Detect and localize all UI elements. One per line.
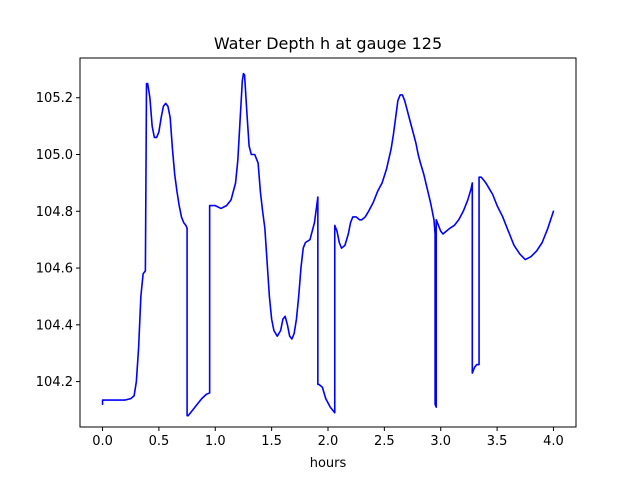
y-axis: 104.2 104.4 104.6 104.8 105.0 105.2 <box>36 91 80 390</box>
y-tick-label: 105.0 <box>36 148 73 163</box>
series-layer <box>101 72 555 417</box>
x-tick-label: 4.0 <box>543 434 564 449</box>
x-tick-label: 1.0 <box>205 434 226 449</box>
x-tick-label: 0.0 <box>92 434 113 449</box>
y-tick-label: 105.2 <box>36 91 73 106</box>
y-tick-label: 104.4 <box>36 318 73 333</box>
chart-title: Water Depth h at gauge 125 <box>214 34 442 53</box>
x-tick-label: 3.0 <box>430 434 451 449</box>
series-line-0 <box>101 72 555 417</box>
x-tick-label: 3.5 <box>487 434 508 449</box>
x-tick-label: 2.0 <box>318 434 339 449</box>
x-tick-label: 2.5 <box>374 434 395 449</box>
y-tick-label: 104.8 <box>36 205 73 220</box>
y-tick-label: 104.6 <box>36 262 73 277</box>
x-tick-label: 0.5 <box>149 434 170 449</box>
x-axis-label: hours <box>310 456 347 471</box>
x-tick-label: 1.5 <box>261 434 282 449</box>
y-tick-label: 104.2 <box>36 375 73 390</box>
x-axis: 0.0 0.5 1.0 1.5 2.0 2.5 3.0 3.5 4.0 <box>92 427 564 449</box>
